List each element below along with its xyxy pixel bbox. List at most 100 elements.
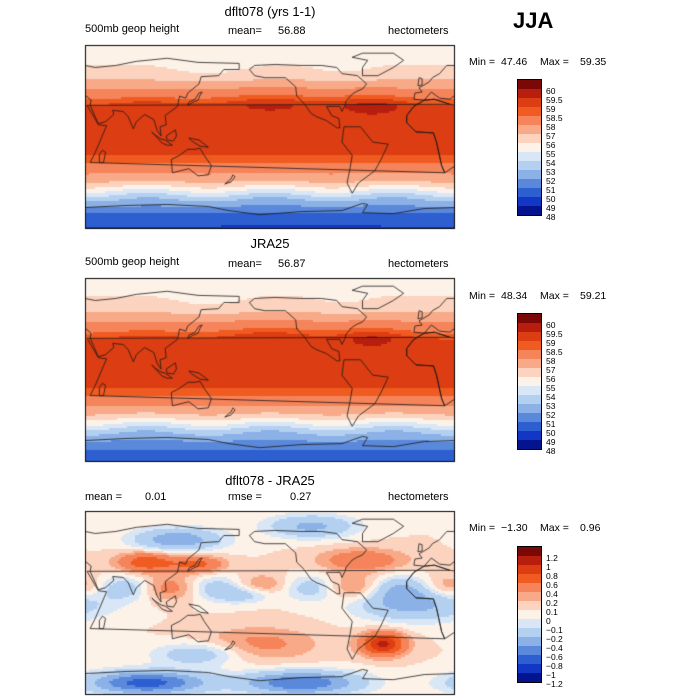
colorbar-swatch: [518, 143, 541, 152]
panel2-min-value: 48.34: [501, 290, 528, 302]
panel3-rmse-label: rmse =: [228, 491, 262, 503]
colorbar-swatch: [518, 152, 541, 161]
colorbar-swatch: [518, 170, 541, 179]
colorbar-swatch: [518, 359, 541, 368]
colorbar-swatch: [518, 601, 541, 610]
panel1-mean-label: mean=: [228, 25, 262, 37]
colorbar-swatch: [518, 323, 541, 332]
panel1-units: hectometers: [388, 25, 449, 37]
colorbar-label: 58: [546, 356, 556, 366]
colorbar-label: 50: [546, 428, 556, 438]
panel3-max-label: Max =: [540, 522, 569, 534]
colorbar-swatch: [518, 332, 541, 341]
colorbar-label: 60: [546, 86, 556, 96]
colorbar-label: 48: [546, 446, 556, 456]
season-label: JJA: [513, 8, 554, 33]
colorbar-label: 0.1: [546, 607, 558, 617]
panel2-units: hectometers: [388, 258, 449, 270]
colorbar-swatch: [518, 107, 541, 116]
colorbar-swatch: [518, 350, 541, 359]
colorbar-label: 50: [546, 194, 556, 204]
colorbar-label: 55: [546, 383, 556, 393]
colorbar-label: 56: [546, 374, 556, 384]
colorbar-box: [517, 546, 542, 683]
colorbar-label: 54: [546, 392, 556, 402]
colorbar-label: 51: [546, 185, 556, 195]
colorbar-label: −1.2: [546, 679, 563, 689]
colorbar-label: −0.2: [546, 634, 563, 644]
colorbar-label: −0.6: [546, 652, 563, 662]
colorbar-swatch: [518, 206, 541, 215]
panel3-title: dflt078 - JRA25: [225, 473, 315, 488]
colorbar-swatch: [518, 628, 541, 637]
panel3-units: hectometers: [388, 491, 449, 503]
colorbar-swatch: [518, 368, 541, 377]
colorbar-label: 56: [546, 140, 556, 150]
colorbar-label: −0.8: [546, 661, 563, 671]
colorbar-swatch: [518, 98, 541, 107]
colorbar-box: [517, 79, 542, 216]
colorbar-swatch: [518, 80, 541, 89]
colorbar-label: 58.5: [546, 113, 563, 123]
colorbar-label: 58.5: [546, 347, 563, 357]
colorbar-swatch: [518, 556, 541, 565]
colorbar-swatch: [518, 314, 541, 323]
colorbar-swatch: [518, 440, 541, 449]
panel1-mean-value: 56.88: [278, 25, 306, 37]
colorbar-swatch: [518, 377, 541, 386]
colorbar-swatch: [518, 116, 541, 125]
colorbar-label: 53: [546, 401, 556, 411]
colorbar-swatch: [518, 637, 541, 646]
panel3-mean-value: 0.01: [145, 491, 167, 503]
colorbar-label: 51: [546, 419, 556, 429]
colorbar-swatch: [518, 125, 541, 134]
colorbar-label: −0.1: [546, 625, 563, 635]
colorbar-swatch: [518, 431, 541, 440]
colorbar-box: [517, 313, 542, 450]
panel3-max-value: 0.96: [580, 522, 601, 534]
colorbar-swatch: [518, 610, 541, 619]
colorbar-swatch: [518, 655, 541, 664]
colorbar-label: −0.4: [546, 643, 563, 653]
panel2-title: JRA25: [250, 236, 290, 251]
colorbar-label: 0.6: [546, 580, 558, 590]
colorbar-label: 57: [546, 131, 556, 141]
colorbar-swatch: [518, 161, 541, 170]
colorbar-label: −1: [546, 670, 556, 680]
panel1-max-label: Max =: [540, 56, 569, 68]
panel3-rmse-value: 0.27: [290, 491, 312, 503]
panel1-title: dflt078 (yrs 1-1): [224, 4, 316, 19]
colorbar-swatch: [518, 646, 541, 655]
colorbar-label: 0: [546, 616, 551, 626]
colorbar-label: 1: [546, 562, 551, 572]
colorbar-label: 0.4: [546, 589, 558, 599]
colorbar-swatch: [518, 574, 541, 583]
panel2-min-label: Min =: [469, 290, 495, 302]
colorbar-label: 59: [546, 104, 556, 114]
colorbar-swatch: [518, 134, 541, 143]
colorbar-swatch: [518, 547, 541, 556]
colorbar-label: 59.5: [546, 329, 563, 339]
colorbar-label: 1.2: [546, 553, 558, 563]
colorbar-swatch: [518, 395, 541, 404]
colorbar-swatch: [518, 619, 541, 628]
colorbar-swatch: [518, 592, 541, 601]
colorbar-swatch: [518, 197, 541, 206]
colorbar-swatch: [518, 413, 541, 422]
colorbar-swatch: [518, 673, 541, 682]
colorbar-swatch: [518, 583, 541, 592]
colorbar-label: 0.8: [546, 571, 558, 581]
colorbar-label: 52: [546, 410, 556, 420]
colorbar-label: 52: [546, 176, 556, 186]
colorbar-label: 49: [546, 437, 556, 447]
colorbar-swatch: [518, 188, 541, 197]
panel1-max-value: 59.35: [580, 56, 607, 68]
panel3-min-label: Min =: [469, 522, 495, 534]
colorbar-label: 49: [546, 203, 556, 213]
panel1-variable: 500mb geop height: [85, 23, 180, 35]
colorbar-swatch: [518, 664, 541, 673]
panel2-mean-value: 56.87: [278, 258, 306, 270]
panel1-min-value: 47.46: [501, 56, 528, 68]
panel3-min-value: −1.30: [501, 522, 528, 534]
